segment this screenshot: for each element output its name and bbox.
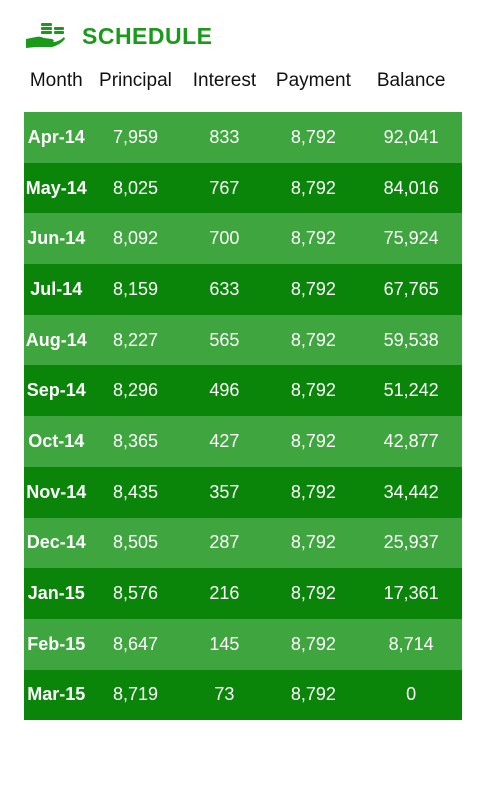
payment-cell: 8,792 (290, 329, 336, 350)
interest-cell: 833 (209, 126, 240, 147)
month-cell: Jan-15 (27, 583, 85, 604)
month-cell: Nov-14 (26, 481, 87, 502)
month-cell: Jul-14 (30, 278, 83, 299)
column-header-payment: Payment (275, 70, 351, 91)
column-header-balance: Balance (376, 70, 446, 91)
payment-cell: 8,792 (290, 430, 336, 451)
month-cell: Sep-14 (26, 380, 86, 401)
table-row: Jun-14 8,092 700 8,792 75,924 (24, 213, 462, 265)
schedule-table: Apr-14 7,959 833 8,792 92,041 May-14 8,0… (24, 112, 462, 721)
month-cell: May-14 (25, 177, 87, 198)
balance-cell: 75,924 (383, 228, 439, 249)
interest-cell: 427 (209, 430, 240, 451)
balance-cell: 59,538 (383, 329, 439, 350)
table-row: Nov-14 8,435 357 8,792 34,442 (24, 466, 462, 518)
month-cell: Mar-15 (27, 684, 86, 705)
table-row: Feb-15 8,647 145 8,792 8,714 (24, 618, 462, 670)
table-row: Apr-14 7,959 833 8,792 92,041 (24, 112, 462, 163)
principal-cell: 8,719 (112, 684, 158, 705)
payment-cell: 8,792 (290, 126, 336, 147)
principal-cell: 7,959 (112, 126, 158, 147)
balance-cell: 17,361 (383, 583, 439, 604)
payment-cell: 8,792 (290, 177, 336, 198)
interest-cell: 700 (209, 228, 240, 249)
balance-cell: 25,937 (383, 532, 439, 553)
balance-cell: 42,877 (383, 430, 439, 451)
payment-cell: 8,792 (290, 228, 336, 249)
balance-cell: 34,442 (383, 481, 439, 502)
balance-cell: 0 (406, 684, 417, 705)
interest-cell: 145 (209, 633, 240, 654)
table-row: Jul-14 8,159 633 8,792 67,765 (24, 264, 462, 315)
month-cell: Jun-14 (27, 228, 86, 249)
principal-cell: 8,092 (112, 228, 158, 249)
column-headers: Month Principal Interest Payment Balance (24, 64, 462, 98)
principal-cell: 8,159 (112, 278, 158, 299)
interest-cell: 565 (209, 329, 240, 350)
principal-cell: 8,505 (112, 532, 158, 553)
payment-cell: 8,792 (290, 633, 336, 654)
payment-cell: 8,792 (290, 532, 336, 553)
interest-cell: 496 (209, 380, 240, 401)
interest-cell: 216 (209, 583, 240, 604)
payment-cell: 8,792 (290, 380, 336, 401)
column-header-principal: Principal (99, 70, 172, 91)
principal-cell: 8,227 (112, 329, 158, 350)
interest-cell: 767 (209, 177, 240, 198)
payment-cell: 8,792 (290, 684, 336, 705)
table-row: Oct-14 8,365 427 8,792 42,877 (24, 416, 462, 467)
table-row: Aug-14 8,227 565 8,792 59,538 (24, 314, 462, 366)
balance-cell: 51,242 (383, 380, 439, 401)
month-cell: Dec-14 (26, 532, 86, 553)
table-row: Dec-14 8,505 287 8,792 25,937 (24, 517, 462, 569)
column-header-interest: Interest (192, 70, 257, 91)
payment-cell: 8,792 (290, 481, 336, 502)
interest-cell: 633 (209, 278, 240, 299)
interest-cell: 287 (209, 532, 240, 553)
balance-cell: 84,016 (383, 177, 439, 198)
month-cell: Feb-15 (27, 633, 86, 654)
month-cell: Aug-14 (25, 329, 87, 350)
table-row: Jan-15 8,576 216 8,792 17,361 (24, 568, 462, 619)
principal-cell: 8,576 (112, 583, 158, 604)
column-header-month: Month (29, 70, 83, 91)
principal-cell: 8,365 (112, 430, 158, 451)
table-row: May-14 8,025 767 8,792 84,016 (24, 162, 462, 214)
table-row: Sep-14 8,296 496 8,792 51,242 (24, 365, 462, 417)
month-cell: Oct-14 (28, 430, 85, 451)
payment-cell: 8,792 (290, 583, 336, 604)
page-header: SCHEDULE (24, 18, 213, 54)
principal-cell: 8,296 (112, 380, 158, 401)
principal-cell: 8,435 (112, 481, 158, 502)
balance-cell: 67,765 (383, 278, 439, 299)
table-row: Mar-15 8,719 73 8,792 0 (24, 669, 462, 721)
balance-cell: 8,714 (388, 633, 434, 654)
principal-cell: 8,647 (112, 633, 158, 654)
interest-cell: 357 (209, 481, 240, 502)
money-hand-icon (24, 21, 66, 51)
page-title: SCHEDULE (82, 22, 213, 49)
principal-cell: 8,025 (112, 177, 158, 198)
balance-cell: 92,041 (383, 126, 439, 147)
interest-cell: 73 (214, 684, 235, 705)
payment-cell: 8,792 (290, 278, 336, 299)
month-cell: Apr-14 (27, 126, 85, 147)
